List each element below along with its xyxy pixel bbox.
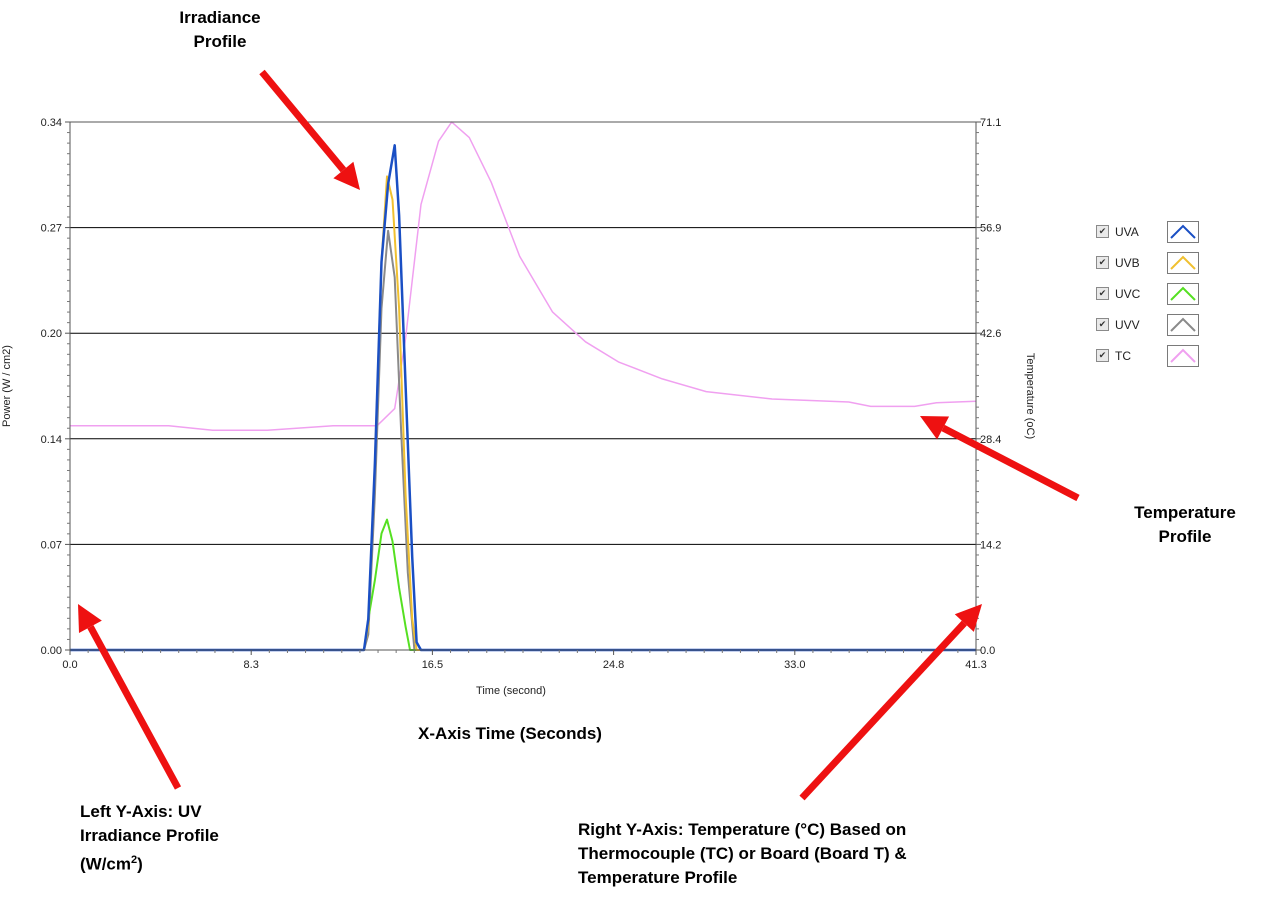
- x-tick-label: 41.3: [965, 659, 986, 671]
- x-tick-label: 16.5: [422, 659, 443, 671]
- legend-swatch: [1167, 251, 1199, 274]
- annotation-line: (W/cm2): [80, 848, 320, 877]
- annotation-line: Temperature Profile: [578, 868, 738, 887]
- x-tick-label: 33.0: [784, 659, 805, 671]
- annotation-right-y-axis: Right Y-Axis: Temperature (°C) Based on …: [578, 818, 1038, 890]
- y-left-tick-label: 0.20: [41, 328, 62, 340]
- series-line-uvc: [70, 518, 976, 651]
- annotation-line: Temperature: [1134, 503, 1236, 522]
- legend-label: UVB: [1115, 255, 1140, 270]
- x-tick-label: 24.8: [603, 659, 624, 671]
- annotation-line: Profile: [1158, 527, 1212, 546]
- series-line-uvv: [70, 229, 976, 651]
- y-right-tick-label: 0.0: [980, 645, 995, 657]
- annotation-superscript: 2: [131, 854, 138, 866]
- axes: 0.00 0.07 0.14 0.20 0.27 0.34 0.0 14.2 28.4 42.6 5…: [41, 117, 1002, 671]
- annotation-text: (W/cm: [80, 854, 131, 874]
- legend-item-uvv: ✔ UVV: [1096, 309, 1216, 340]
- legend-item-uva: ✔ UVA: [1096, 216, 1216, 247]
- y-left-tick-label: 0.34: [41, 117, 62, 129]
- y-left-tick-label: 0.27: [41, 223, 62, 235]
- annotation-line: Thermocouple (TC) or Board (Board T) &: [578, 844, 907, 863]
- legend-checkbox[interactable]: ✔: [1096, 256, 1109, 269]
- y-right-tick-label: 71.1: [980, 117, 1001, 129]
- annotation-left-y-axis: Left Y-Axis: UV Irradiance Profile (W/cm…: [80, 800, 320, 877]
- legend: ✔ UVA ✔ UVB ✔ UVC ✔ UVV ✔ TC: [1096, 216, 1216, 371]
- legend-label: UVV: [1115, 317, 1140, 332]
- annotation-x-axis: X-Axis Time (Seconds): [418, 724, 602, 743]
- legend-label: UVC: [1115, 286, 1141, 301]
- arrow-temperature: [920, 416, 1080, 502]
- x-axis-title: Time (second): [476, 685, 546, 697]
- annotation-line: Profile: [193, 32, 247, 51]
- series-line-uva: [70, 144, 976, 652]
- arrow-left-axis: [78, 604, 182, 790]
- annotation-line: Left Y-Axis: UV: [80, 802, 202, 821]
- annotation-line: Right Y-Axis: Temperature (°C) Based on: [578, 820, 907, 839]
- annotation-arrows: [78, 69, 1080, 801]
- grid-lines: [70, 227, 976, 545]
- y-axis-right-title: Temperature (oC): [1024, 353, 1036, 439]
- arrow-irradiance: [259, 69, 360, 190]
- annotation-text: ): [137, 854, 143, 874]
- x-tick-label: 8.3: [244, 659, 259, 671]
- series-layer: [70, 121, 977, 652]
- y-left-tick-label: 0.14: [41, 434, 62, 446]
- annotation-line: Irradiance Profile: [80, 826, 219, 845]
- legend-swatch: [1167, 344, 1199, 367]
- legend-swatch: [1167, 220, 1199, 243]
- annotation-irradiance-profile: Irradiance Profile: [140, 6, 300, 54]
- legend-checkbox[interactable]: ✔: [1096, 318, 1109, 331]
- legend-checkbox[interactable]: ✔: [1096, 287, 1109, 300]
- legend-swatch: [1167, 282, 1199, 305]
- series-line-tc: [70, 121, 977, 431]
- y-left-tick-label: 0.07: [41, 539, 62, 551]
- legend-label: TC: [1115, 348, 1131, 363]
- legend-item-tc: ✔ TC: [1096, 340, 1216, 371]
- legend-item-uvc: ✔ UVC: [1096, 278, 1216, 309]
- annotation-line: Irradiance: [179, 8, 261, 27]
- legend-checkbox[interactable]: ✔: [1096, 225, 1109, 238]
- legend-item-uvb: ✔ UVB: [1096, 247, 1216, 278]
- series-line-uvb: [70, 175, 976, 651]
- y-right-tick-label: 28.4: [980, 434, 1001, 446]
- y-right-tick-label: 56.9: [980, 223, 1001, 235]
- arrow-right-axis: [799, 604, 982, 801]
- y-axis-left-title: Power (W / cm2): [1, 345, 13, 427]
- legend-label: UVA: [1115, 224, 1139, 239]
- annotation-temperature-profile: Temperature Profile: [1110, 501, 1260, 549]
- y-left-tick-label: 0.00: [41, 645, 62, 657]
- plot-frame: [69, 121, 977, 651]
- y-right-tick-label: 14.2: [980, 539, 1001, 551]
- y-right-tick-label: 42.6: [980, 328, 1001, 340]
- legend-swatch: [1167, 313, 1199, 336]
- legend-checkbox[interactable]: ✔: [1096, 349, 1109, 362]
- x-tick-label: 0.0: [62, 659, 77, 671]
